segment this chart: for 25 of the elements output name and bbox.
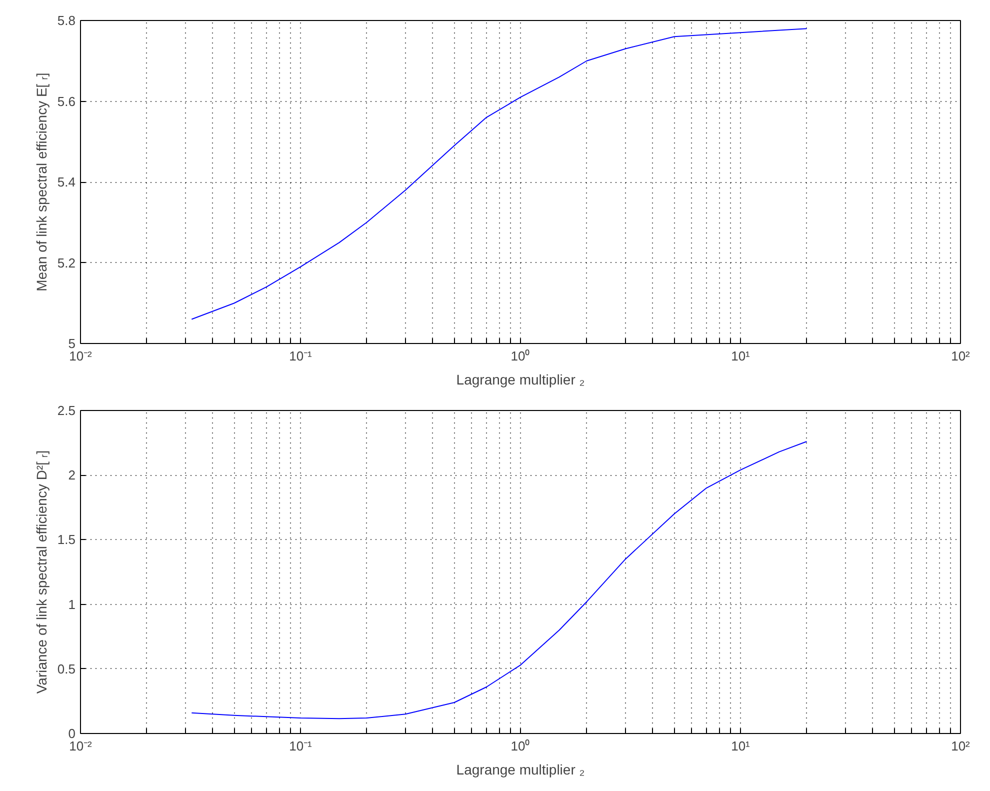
x-tick-label: 10⁻²: [69, 738, 93, 754]
y-tick-label: 2.5: [57, 403, 76, 418]
y-tick-label: 2: [68, 468, 76, 483]
y-tick-label: 1: [68, 596, 76, 612]
y-tick-label: 0: [68, 726, 76, 741]
x-axis-title: Lagrange multiplier ₂: [456, 762, 585, 778]
x-tick-label: 10¹: [731, 348, 751, 364]
y-axis-title: Variance of link spectral efficiency D²[ ᵣ]: [33, 450, 50, 694]
x-axis-title: Lagrange multiplier ₂: [456, 372, 585, 388]
y-axis-title: Mean of link spectral efficiency E[ ᵣ]: [33, 72, 50, 292]
x-tick-label: 10⁻¹: [289, 348, 313, 364]
y-tick-label: 5.4: [57, 174, 76, 190]
x-tick-label: 10⁰: [510, 738, 530, 754]
x-tick-label: 10⁰: [510, 348, 530, 364]
x-tick-label: 10⁻¹: [289, 738, 313, 754]
x-tick-label: 10²: [951, 348, 971, 364]
x-tick-label: 10²: [951, 738, 971, 754]
x-tick-label: 10¹: [731, 738, 751, 754]
y-tick-label: 0.5: [57, 661, 76, 676]
y-tick-label: 5.6: [57, 94, 76, 109]
x-tick-label: 10⁻²: [69, 348, 93, 364]
y-tick-label: 1.5: [57, 532, 76, 548]
y-tick-label: 5.8: [57, 13, 76, 28]
y-tick-label: 5.2: [57, 255, 76, 270]
y-tick-label: 5: [68, 336, 76, 351]
